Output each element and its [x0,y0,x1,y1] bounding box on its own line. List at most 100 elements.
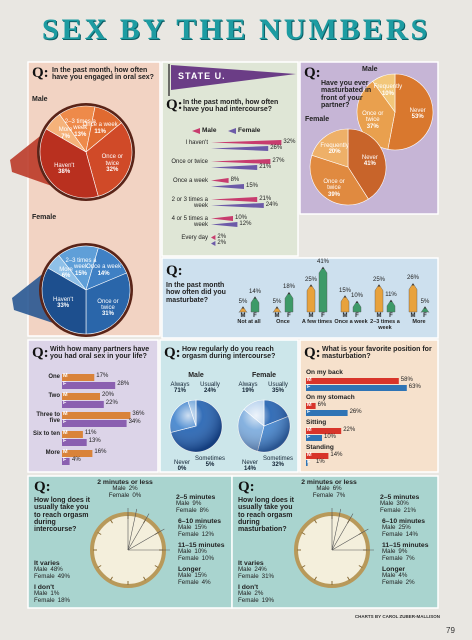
category-label: 2 minutes or less [97,479,153,486]
clock-tick [110,519,113,524]
series-label: F [253,313,257,319]
answer-line: Male 24% [238,566,290,574]
series-label: M [307,427,312,433]
category-label: It varies [34,560,60,567]
value-label: 4% [72,457,81,463]
bar [62,420,127,427]
category-label: Usually [268,382,288,388]
clock-tick [143,576,146,581]
series-label: M [307,402,312,408]
category-label: Once a week [334,319,368,325]
clock-tick [314,519,317,524]
series-label: Female [380,506,401,514]
series-label: Male [34,566,48,574]
value-label: 25% [304,276,317,283]
pie-slice [39,128,99,199]
pencil-tip [253,296,257,299]
slice-label: Frequently 10% [370,84,406,97]
clock-sector-line [127,513,150,551]
category-label: Once or twice [323,179,345,192]
series-label: Male [238,590,252,598]
slice-label: Once or twice 31% [90,299,126,318]
value-label: 5% [420,298,430,305]
value-label: 32% [283,139,296,145]
bar [211,216,233,221]
bar [211,140,282,145]
value-label: 7% [336,491,346,499]
pencil [374,284,384,313]
series-label: Female [312,491,334,499]
value-label: 9% [192,500,202,508]
value-label: 15% [194,524,207,532]
pie-slice [372,73,396,113]
clock-sector-line [127,508,138,551]
pencil-tip [275,306,279,309]
value-label: 33% [57,303,70,310]
category-label: Once or twice [97,298,119,311]
value-label: 58% [400,377,413,383]
value-label: 5% [205,462,215,469]
category-label: Always [238,382,258,388]
category-label: 2 or 3 times a week [171,197,208,210]
category-label: Never [361,154,378,161]
question: Have you ever masturbated in front of yo… [321,80,372,110]
value-label: 12% [239,221,252,227]
answer-block: 6–10 minutes Male 15% Female 12% [178,518,230,538]
category-label: Once [276,319,290,325]
pencil-tip [423,306,427,309]
sphere-shine [170,400,222,452]
series-label: Female [382,554,403,562]
clock-sector-line [331,528,369,551]
value-label: 18% [282,284,295,291]
slice-label: Never 53% [400,108,436,121]
bar [62,393,100,400]
pencil [272,306,282,314]
series-label: M [63,411,68,417]
slice-label: Once or twice 37% [355,111,391,130]
category-label: Standing [306,444,334,451]
pencil [386,299,396,313]
pencil [306,284,316,313]
answer-line: Female 4% [178,579,230,587]
flag [171,65,296,90]
category-label: More [59,266,73,273]
pie-slice [387,73,434,151]
series-label: F [63,438,67,444]
bar [62,439,87,446]
bar [306,403,316,409]
value-label: 14% [330,452,343,458]
legend-swatch [228,128,236,134]
pencil [420,306,430,314]
legend-swatch [192,128,200,134]
category-label: More [45,450,60,456]
series-name: Male [362,66,378,73]
value-label: 36% [132,411,145,417]
answer-line: Female 21% [380,506,432,515]
pencil [238,306,248,314]
value-label: 19% [261,596,275,604]
pencil-tip [377,284,381,287]
value-label: 41% [316,258,329,265]
value-label: 12% [201,530,215,538]
category-label: 2–3 times a week [64,118,96,132]
series-label: M [307,452,312,458]
slice-label: Haven't 38% [46,163,82,176]
pencil [408,283,418,313]
sphere-shine [238,400,290,452]
series-label: Female [34,596,55,604]
question: How long does it usually take you to rea… [238,497,294,534]
value-label: 0% [132,491,142,499]
answer-line: Female 19% [238,596,290,605]
series-label: Male [112,485,126,493]
pencil-tip [287,292,291,295]
category-label: It varies [238,560,264,567]
question: In the past month, how often have you ha… [183,99,279,114]
series-name: Female [251,372,277,379]
bar [62,374,95,381]
bar [306,435,322,441]
value-label: 26% [349,409,362,415]
value-label: 11% [94,128,106,135]
series-label: F [63,419,67,425]
value-label: 11% [84,430,97,436]
series-label: Female [382,578,403,586]
